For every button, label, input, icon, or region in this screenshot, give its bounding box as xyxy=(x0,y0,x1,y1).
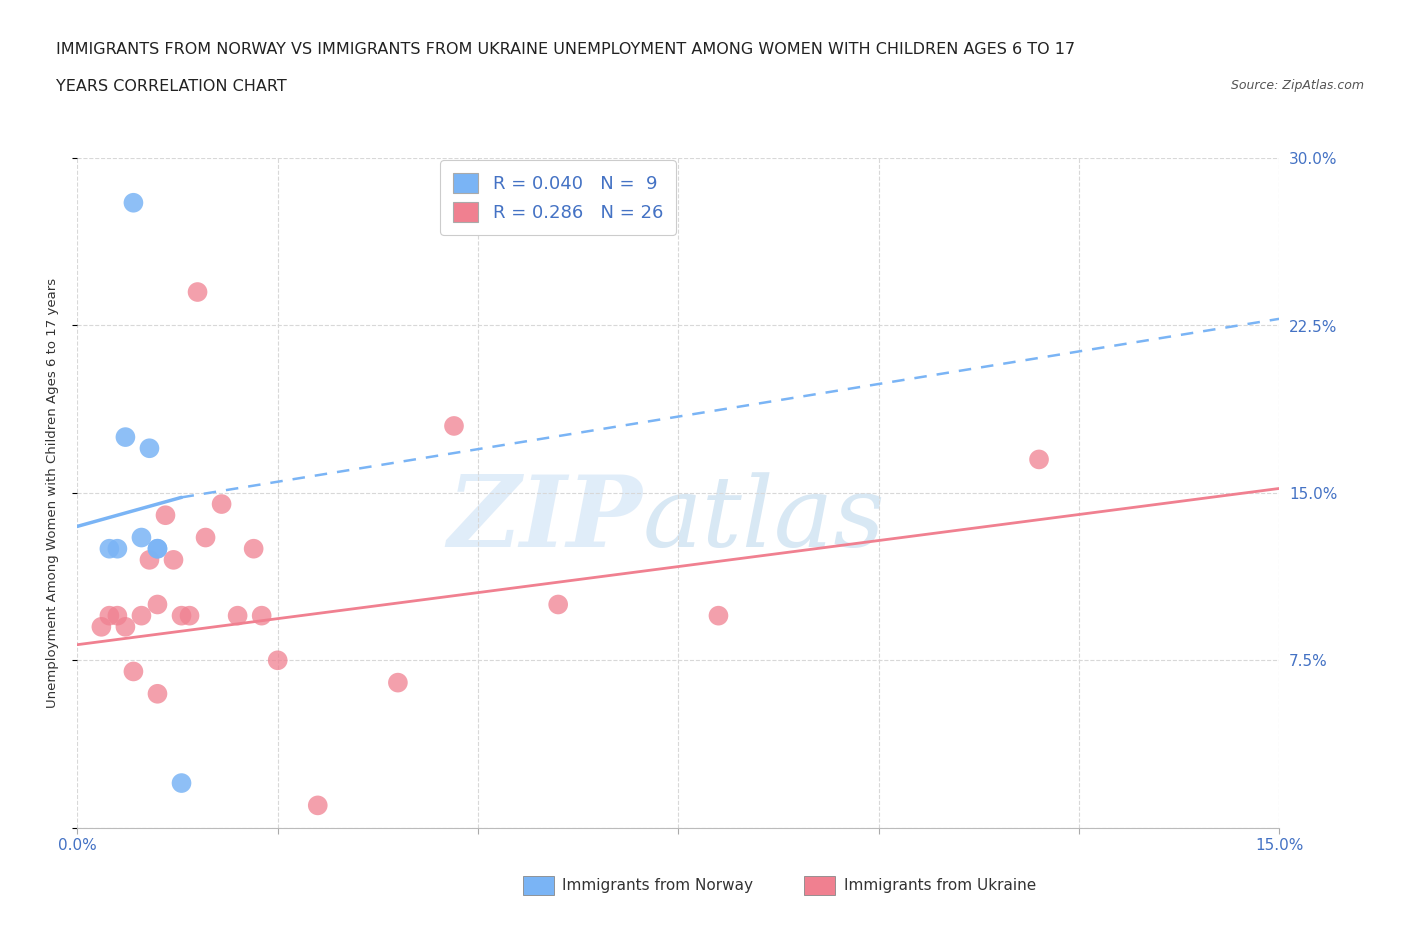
Point xyxy=(122,195,145,210)
Point xyxy=(107,608,129,623)
FancyBboxPatch shape xyxy=(523,876,554,895)
Point xyxy=(211,497,233,512)
Point xyxy=(114,430,136,445)
Point xyxy=(250,608,273,623)
Point xyxy=(162,552,184,567)
Point xyxy=(146,541,169,556)
Point xyxy=(179,608,201,623)
Text: YEARS CORRELATION CHART: YEARS CORRELATION CHART xyxy=(56,79,287,94)
Text: atlas: atlas xyxy=(643,472,886,567)
Y-axis label: Unemployment Among Women with Children Ages 6 to 17 years: Unemployment Among Women with Children A… xyxy=(46,278,59,708)
Point xyxy=(307,798,329,813)
Point xyxy=(114,619,136,634)
Point xyxy=(98,541,121,556)
Point xyxy=(98,608,121,623)
Point xyxy=(387,675,409,690)
Point xyxy=(107,541,129,556)
Point xyxy=(547,597,569,612)
Legend: R = 0.040   N =  9, R = 0.286   N = 26: R = 0.040 N = 9, R = 0.286 N = 26 xyxy=(440,161,676,234)
Point xyxy=(131,530,153,545)
Point xyxy=(170,608,193,623)
Text: Source: ZipAtlas.com: Source: ZipAtlas.com xyxy=(1230,79,1364,92)
Point xyxy=(146,597,169,612)
Point xyxy=(146,686,169,701)
Point xyxy=(194,530,217,545)
Point xyxy=(707,608,730,623)
Point xyxy=(155,508,177,523)
Point xyxy=(146,541,169,556)
FancyBboxPatch shape xyxy=(804,876,835,895)
Point xyxy=(226,608,249,623)
Text: ZIP: ZIP xyxy=(447,472,643,568)
Point xyxy=(122,664,145,679)
Point xyxy=(1028,452,1050,467)
Point xyxy=(170,776,193,790)
Point xyxy=(138,552,160,567)
Point xyxy=(131,608,153,623)
Text: IMMIGRANTS FROM NORWAY VS IMMIGRANTS FROM UKRAINE UNEMPLOYMENT AMONG WOMEN WITH : IMMIGRANTS FROM NORWAY VS IMMIGRANTS FRO… xyxy=(56,42,1076,57)
Point xyxy=(242,541,264,556)
Point xyxy=(90,619,112,634)
Point xyxy=(443,418,465,433)
Text: Immigrants from Norway: Immigrants from Norway xyxy=(562,878,754,893)
Point xyxy=(187,285,209,299)
Point xyxy=(138,441,160,456)
Text: Immigrants from Ukraine: Immigrants from Ukraine xyxy=(844,878,1036,893)
Point xyxy=(267,653,290,668)
